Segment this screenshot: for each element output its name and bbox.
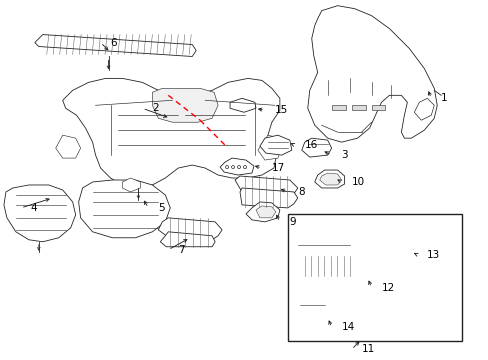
- Text: 5: 5: [158, 203, 164, 213]
- Text: 14: 14: [341, 323, 354, 332]
- Text: 8: 8: [297, 187, 304, 197]
- Text: 16: 16: [304, 140, 317, 150]
- Polygon shape: [152, 88, 218, 122]
- Polygon shape: [158, 218, 222, 240]
- Polygon shape: [401, 230, 430, 252]
- Text: 17: 17: [271, 163, 285, 173]
- Text: 12: 12: [381, 283, 394, 293]
- Text: 11: 11: [361, 345, 374, 354]
- Polygon shape: [160, 232, 215, 247]
- Polygon shape: [319, 173, 341, 185]
- Polygon shape: [56, 135, 81, 158]
- Text: 13: 13: [427, 250, 440, 260]
- Bar: [287, 214, 461, 341]
- Polygon shape: [62, 78, 279, 188]
- Polygon shape: [413, 98, 433, 120]
- Text: 3: 3: [341, 150, 347, 160]
- Polygon shape: [314, 170, 344, 188]
- Text: 15: 15: [274, 105, 287, 115]
- Polygon shape: [79, 180, 170, 238]
- Bar: [331, 105, 345, 110]
- Polygon shape: [235, 176, 297, 194]
- Text: 10: 10: [351, 177, 364, 187]
- Bar: [351, 105, 365, 110]
- Polygon shape: [301, 138, 331, 157]
- Polygon shape: [4, 185, 76, 242]
- Polygon shape: [122, 178, 140, 192]
- Text: 6: 6: [110, 37, 117, 48]
- Polygon shape: [307, 6, 436, 142]
- Polygon shape: [294, 256, 361, 276]
- Polygon shape: [295, 232, 354, 256]
- Text: 4: 4: [31, 203, 38, 213]
- Text: 2: 2: [152, 103, 159, 113]
- Polygon shape: [35, 35, 196, 57]
- Polygon shape: [294, 298, 329, 319]
- Polygon shape: [255, 206, 275, 218]
- Polygon shape: [299, 302, 324, 315]
- Text: 7: 7: [178, 245, 184, 255]
- Bar: [371, 105, 385, 110]
- Polygon shape: [220, 158, 253, 175]
- Text: 9: 9: [289, 217, 296, 227]
- Polygon shape: [258, 135, 281, 160]
- Polygon shape: [408, 234, 427, 248]
- Polygon shape: [229, 98, 255, 112]
- Text: 1: 1: [440, 93, 447, 103]
- Polygon shape: [240, 188, 297, 208]
- Polygon shape: [260, 135, 291, 155]
- Polygon shape: [245, 202, 279, 222]
